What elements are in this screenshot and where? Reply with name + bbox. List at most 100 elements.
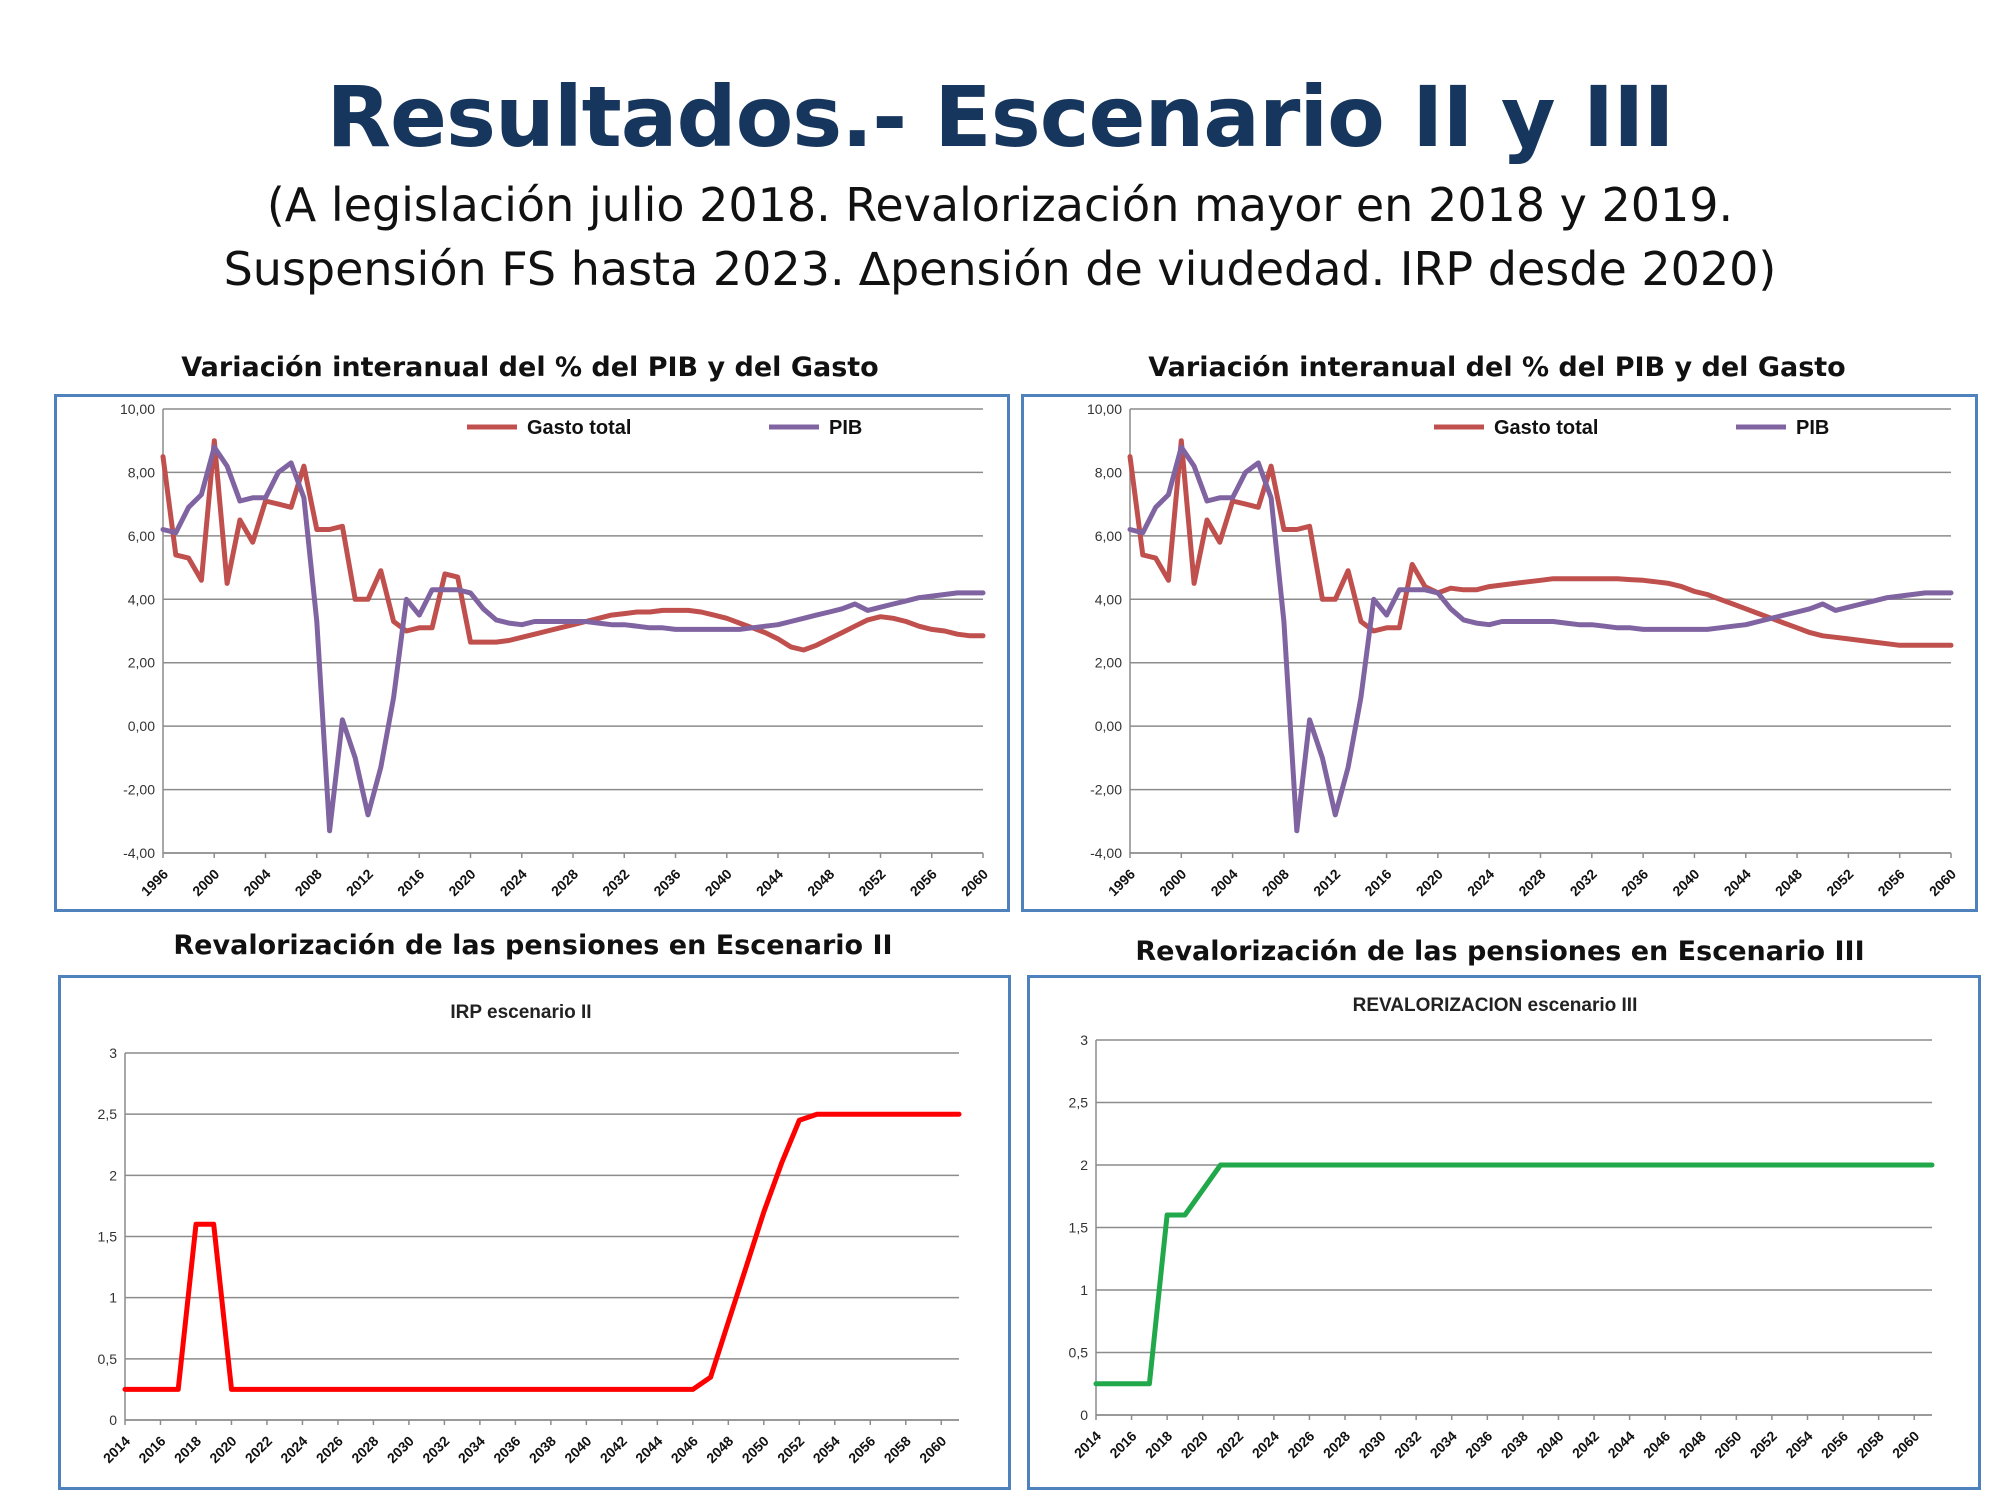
x-tick-label: 2052 [855,866,888,899]
x-tick-label: 2026 [313,1433,346,1466]
x-tick-label: 1996 [1105,866,1138,899]
x-tick-label: 2022 [1213,1428,1246,1461]
y-tick-label: 8,00 [128,464,155,480]
x-tick-label: 2028 [1515,866,1548,899]
y-tick-label: 3 [1080,1032,1088,1048]
x-tick-label: 2040 [702,866,735,899]
x-tick-label: 2052 [1747,1428,1780,1461]
series-line-pib [160,444,986,834]
y-tick-label: 10,00 [120,401,155,417]
y-tick-label: -2,00 [123,782,155,798]
x-tick-label: 2020 [1413,866,1446,899]
x-tick-label: 2028 [548,866,581,899]
x-tick-label: 2060 [1926,866,1959,899]
x-tick-label: 2020 [445,866,478,899]
x-tick-label: 2060 [916,1433,949,1466]
x-tick-label: 2016 [1106,1428,1139,1461]
y-tick-label: 2,5 [98,1106,118,1122]
x-tick-label: 2056 [845,1433,878,1466]
chart-2-panel: -4,00 -2,00 0,00 2,00 4,00 6,00 8,00 10,00 1996 2… [1021,394,1978,912]
y-tick-label: 0,00 [1095,718,1122,734]
x-tick-label: 2036 [490,1433,523,1466]
x-tick-label: 2046 [668,1433,701,1466]
x-tick-label: 2020 [206,1433,239,1466]
x-tick-label: 2034 [1427,1428,1460,1461]
y-tick-label: 0 [109,1412,117,1428]
x-tick-label: 2024 [497,866,530,899]
slide-subtitle-line1: (A legislación julio 2018. Revalorizació… [266,178,1734,232]
chart-4-heading: Revalorización de las pensiones en Escen… [1135,936,1865,967]
x-tick-label: 2008 [1259,866,1292,899]
x-tick-label: 2014 [100,1433,133,1466]
y-tick-label: 1 [109,1290,117,1306]
y-tick-label: 0,00 [128,718,155,734]
x-tick-label: 2036 [650,866,683,899]
slide-subtitle-line2: Suspensión FS hasta 2023. ∆pensión de vi… [223,242,1777,296]
x-tick-label: 2012 [343,866,376,899]
x-tick-label: 2034 [455,1433,488,1466]
x-tick-label: 2036 [1618,866,1651,899]
chart-4-panel: 0 0,5 1 1,5 2 2,5 3 2014 2016 2018 2020 2022 2024 202… [1027,975,1981,1490]
chart-1-svg: -4,00 -2,00 0,00 2,00 4,00 6,00 8,00 10,00 1996 2… [120,401,991,899]
x-tick-label: 2024 [1249,1428,1282,1461]
x-tick-label: 2044 [753,866,786,899]
x-tick-label: 2040 [561,1433,594,1466]
series-line-revalorización [1093,1162,1935,1387]
chart-1-heading: Variación interanual del % del PIB y del… [181,352,879,383]
x-tick-label: 2026 [1284,1428,1317,1461]
x-tick-label: 2056 [907,866,940,899]
x-tick-label: 2048 [1772,866,1805,899]
x-tick-label: 2048 [703,1433,736,1466]
y-tick-label: 3 [109,1045,117,1061]
x-tick-label: 1996 [138,866,171,899]
chart-3-heading: Revalorización de las pensiones en Escen… [173,930,893,961]
x-tick-label: 2040 [1533,1428,1566,1461]
x-tick-label: 2022 [242,1433,275,1466]
legend-label: Gasto total [1494,417,1598,439]
y-tick-label: 6,00 [1095,528,1122,544]
x-tick-label: 2024 [277,1433,310,1466]
y-tick-label: 1,5 [1069,1220,1089,1236]
y-tick-label: 2 [109,1167,117,1183]
x-tick-label: 2060 [1889,1428,1922,1461]
x-tick-label: 2040 [1669,866,1702,899]
x-tick-label: 2036 [1462,1428,1495,1461]
y-tick-label: 4,00 [1095,591,1122,607]
x-tick-label: 2008 [292,866,325,899]
slide-title: Resultados.- Escenario II y III [326,68,1674,166]
y-tick-label: 0,5 [1069,1345,1089,1361]
x-tick-label: 2000 [189,866,222,899]
y-tick-label: 8,00 [1095,464,1122,480]
x-tick-label: 2030 [1355,1428,1388,1461]
x-tick-label: 2052 [1823,866,1856,899]
chart-2-svg: -4,00 -2,00 0,00 2,00 4,00 6,00 8,00 10,00 1996 2… [1087,401,1959,899]
x-tick-label: 2028 [1320,1428,1353,1461]
x-tick-label: 2038 [526,1433,559,1466]
series-line-gasto-total [1127,438,1954,648]
chart-3-panel: 0 0,5 1 1,5 2 2,5 3 2014 2016 2018 2020 2022 2024 202… [58,975,1011,1490]
x-tick-label: 2000 [1156,866,1189,899]
x-tick-label: 2016 [135,1433,168,1466]
x-tick-label: 2058 [881,1433,914,1466]
x-tick-label: 2016 [394,866,427,899]
x-tick-label: 2058 [1853,1428,1886,1461]
series-line-pib [1127,444,1954,834]
x-tick-label: 2018 [1142,1428,1175,1461]
x-tick-label: 2018 [171,1433,204,1466]
y-tick-label: 2,00 [1095,655,1122,671]
legend-label: PIB [1796,417,1829,439]
y-tick-label: -4,00 [1090,845,1122,861]
x-tick-label: 2050 [739,1433,772,1466]
legend-label: PIB [829,417,862,439]
x-tick-label: 2020 [1178,1428,1211,1461]
y-tick-label: -2,00 [1090,782,1122,798]
x-tick-label: 2032 [599,866,632,899]
x-tick-label: 2032 [419,1433,452,1466]
chart-2-heading: Variación interanual del % del PIB y del… [1148,352,1846,383]
x-tick-label: 2044 [632,1433,665,1466]
x-tick-label: 2016 [1361,866,1394,899]
chart-inner-title: IRP escenario II [450,1002,591,1023]
x-tick-label: 2056 [1874,866,1907,899]
